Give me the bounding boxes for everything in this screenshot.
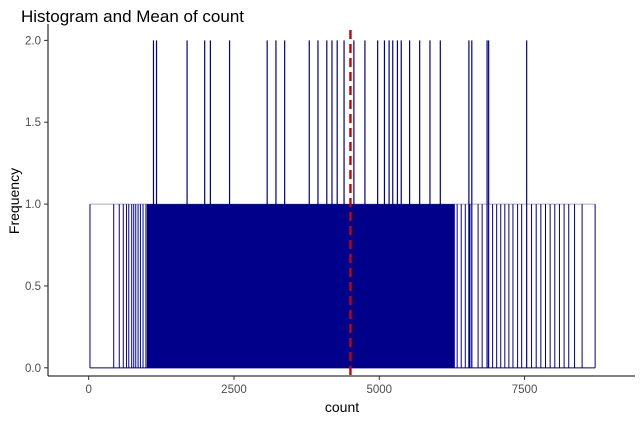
x-axis-title: count [325,399,359,415]
x-tick-label: 7500 [512,384,538,396]
histogram-bars [89,40,596,369]
y-tick-label: 1.0 [25,199,41,211]
y-tick-label: 0.0 [25,363,41,375]
x-tick-label: 0 [85,384,91,396]
histogram-bar-dense-region [146,204,455,368]
y-tick-label: 1.5 [25,117,41,129]
x-axis-ticks: 0 2500 5000 7500 [85,376,537,396]
x-tick-label: 2500 [221,384,247,396]
y-tick-label: 2.0 [25,35,41,47]
chart-title: Histogram and Mean of count [21,7,244,26]
y-axis-ticks: 0.0 0.5 1.0 1.5 2.0 [25,35,48,375]
x-tick-label: 5000 [366,384,392,396]
y-tick-label: 0.5 [25,281,41,293]
y-axis-title: Frequency [6,168,22,234]
